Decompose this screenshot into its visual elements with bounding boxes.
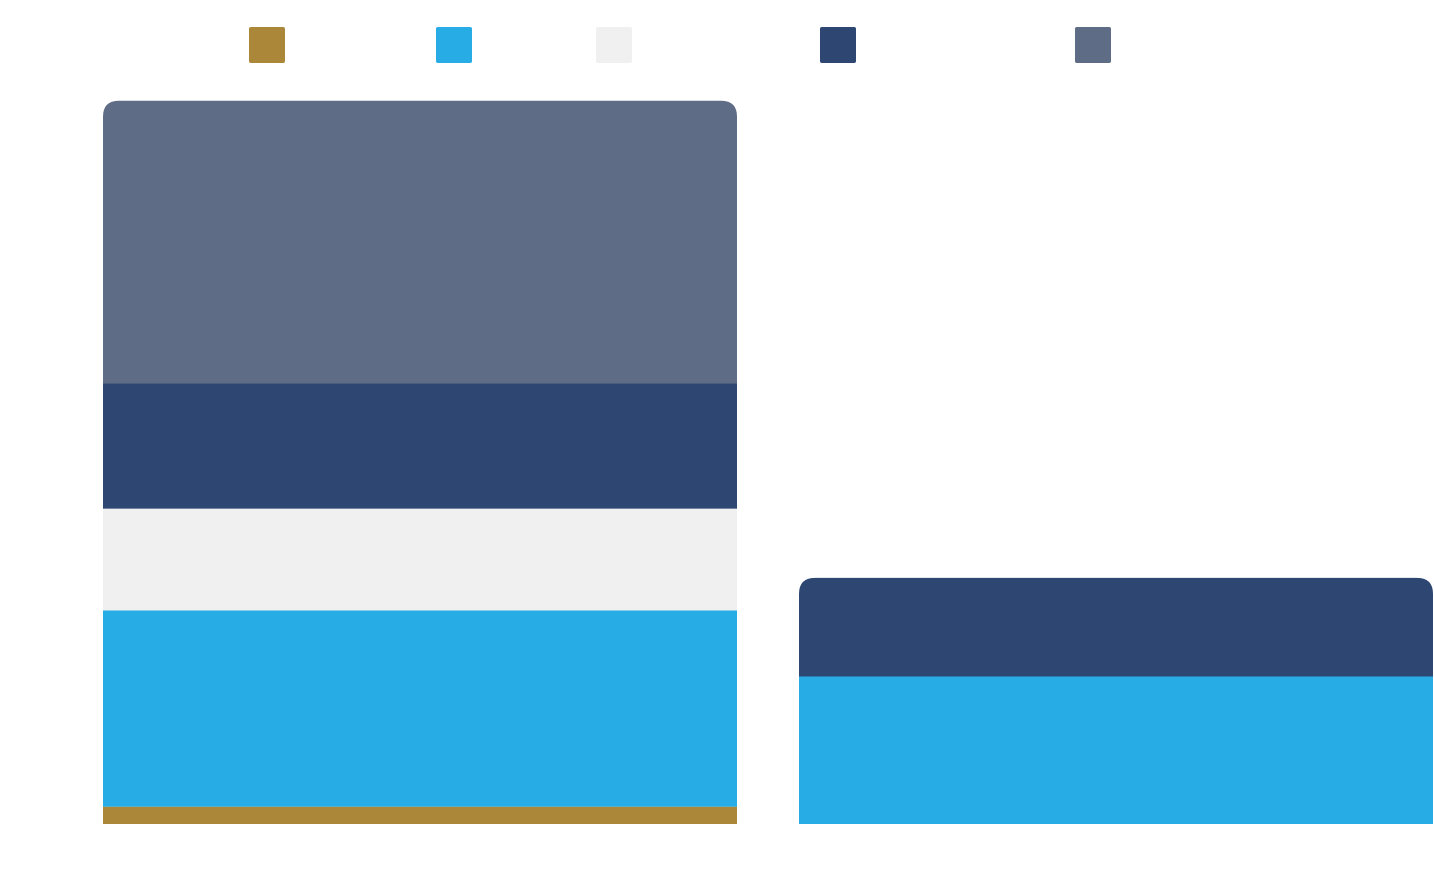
legend-swatch-1 bbox=[249, 27, 285, 63]
plot-area bbox=[103, 100, 1433, 824]
bar-1-segment-5 bbox=[103, 100, 737, 384]
bar-1-segment-4 bbox=[103, 383, 737, 509]
legend-swatch-4 bbox=[820, 27, 856, 63]
legend-swatch-3 bbox=[596, 27, 632, 63]
bar-1-segment-3 bbox=[103, 508, 737, 611]
legend-swatch-2 bbox=[436, 27, 472, 63]
bar-2-segment-2 bbox=[799, 676, 1433, 824]
bar-2-segment-4 bbox=[799, 577, 1433, 677]
legend-swatch-5 bbox=[1075, 27, 1111, 63]
bar-1-segment-1 bbox=[103, 806, 737, 824]
bar-1-segment-2 bbox=[103, 610, 737, 807]
legend bbox=[249, 27, 1111, 63]
